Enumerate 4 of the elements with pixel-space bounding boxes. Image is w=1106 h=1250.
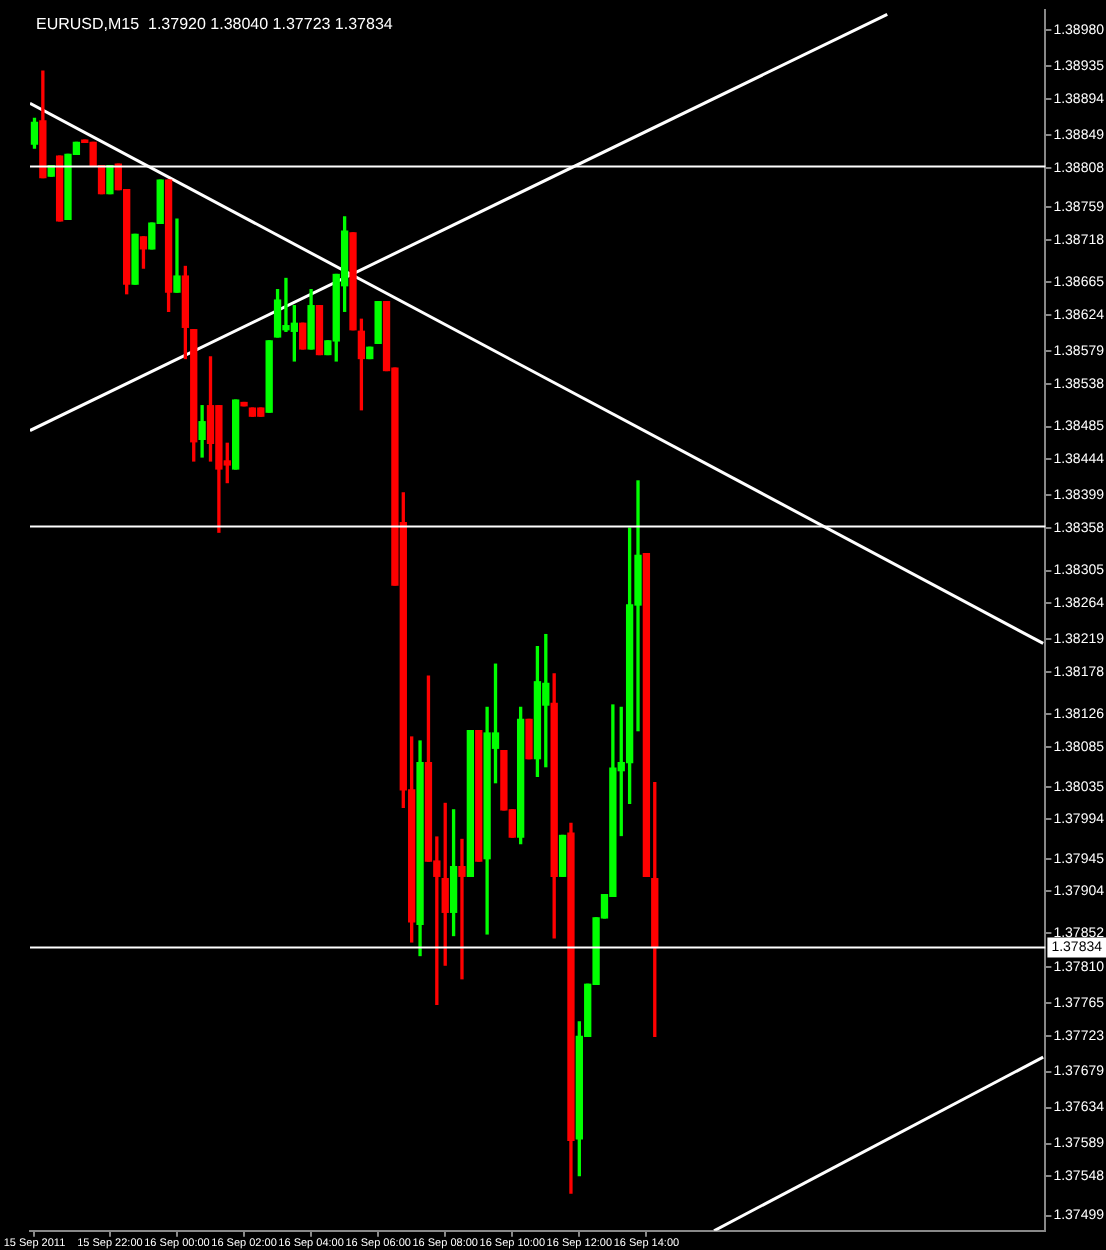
chart-title: EURUSD,M15 1.37920 1.38040 1.37723 1.37834 [36,14,394,33]
candlestick [282,277,290,332]
candlestick [173,218,181,293]
candlestick [458,838,466,980]
